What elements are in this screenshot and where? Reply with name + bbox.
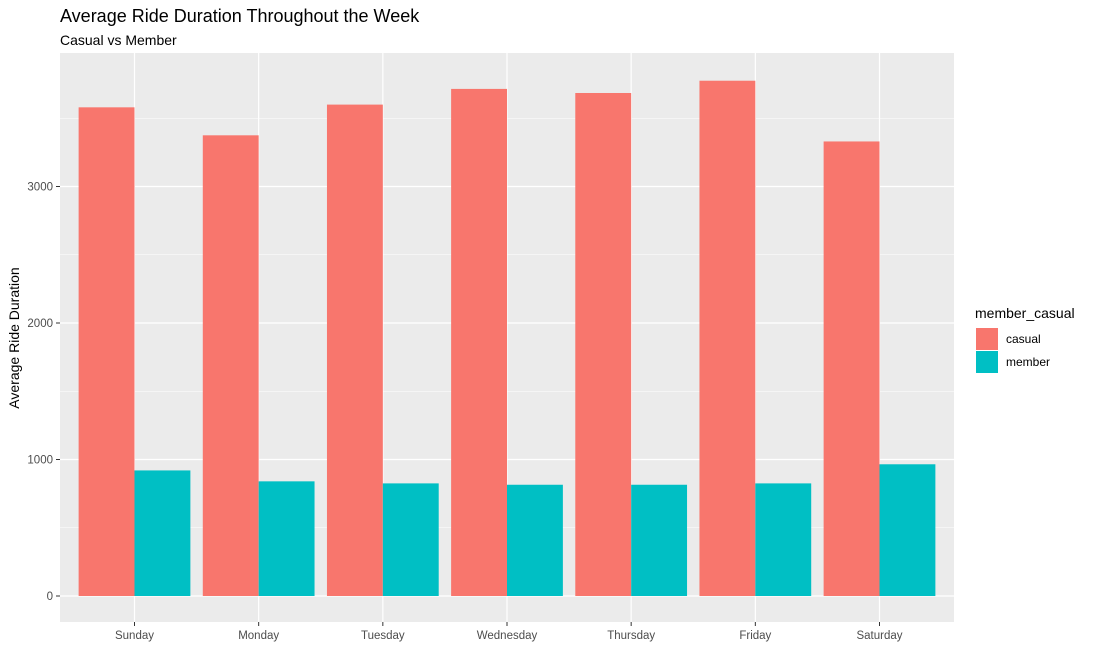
y-tick-label: 3000 <box>27 182 53 194</box>
bar-casual-tuesday <box>326 104 383 596</box>
x-tick-label: Monday <box>238 630 279 642</box>
x-tick-label: Friday <box>739 630 771 642</box>
bar-member-friday <box>755 483 812 596</box>
y-axis: 0 1000 2000 3000 <box>27 182 60 603</box>
bar-member-wednesday <box>507 484 563 596</box>
x-tick-label: Thursday <box>607 630 655 642</box>
legend-label-casual: casual <box>1006 332 1041 346</box>
y-tick-label: 0 <box>47 591 53 603</box>
x-tick-label: Sunday <box>115 630 154 642</box>
bar-casual-monday <box>202 135 259 596</box>
legend-key-member <box>976 351 998 373</box>
bar-casual-saturday <box>823 141 880 596</box>
legend-key-casual <box>976 328 998 350</box>
x-axis: Sunday Monday Tuesday Wednesday Thursday Frid… <box>115 622 903 642</box>
y-tick-label: 2000 <box>27 318 53 330</box>
legend-title: member_casual <box>975 305 1075 321</box>
chart-title: Average Ride Duration Throughout the Wee… <box>60 6 420 26</box>
chart-subtitle: Casual vs Member <box>60 32 177 48</box>
bar-member-saturday <box>879 464 936 596</box>
bars-group <box>78 80 936 596</box>
bar-casual-wednesday <box>451 88 507 596</box>
bar-member-sunday <box>134 470 191 596</box>
x-tick-label: Saturday <box>856 630 902 642</box>
legend: member_casual casual member <box>975 305 1075 373</box>
bar-casual-friday <box>699 80 756 596</box>
bar-member-tuesday <box>382 483 439 596</box>
y-tick-label: 1000 <box>27 455 53 467</box>
x-tick-label: Tuesday <box>361 630 405 642</box>
bar-casual-sunday <box>78 107 135 596</box>
legend-label-member: member <box>1006 355 1050 369</box>
bar-member-thursday <box>631 484 688 596</box>
bar-casual-thursday <box>575 92 632 596</box>
x-tick-label: Wednesday <box>477 630 538 642</box>
bar-member-monday <box>258 481 315 596</box>
y-axis-title: Average Ride Duration <box>6 267 22 408</box>
